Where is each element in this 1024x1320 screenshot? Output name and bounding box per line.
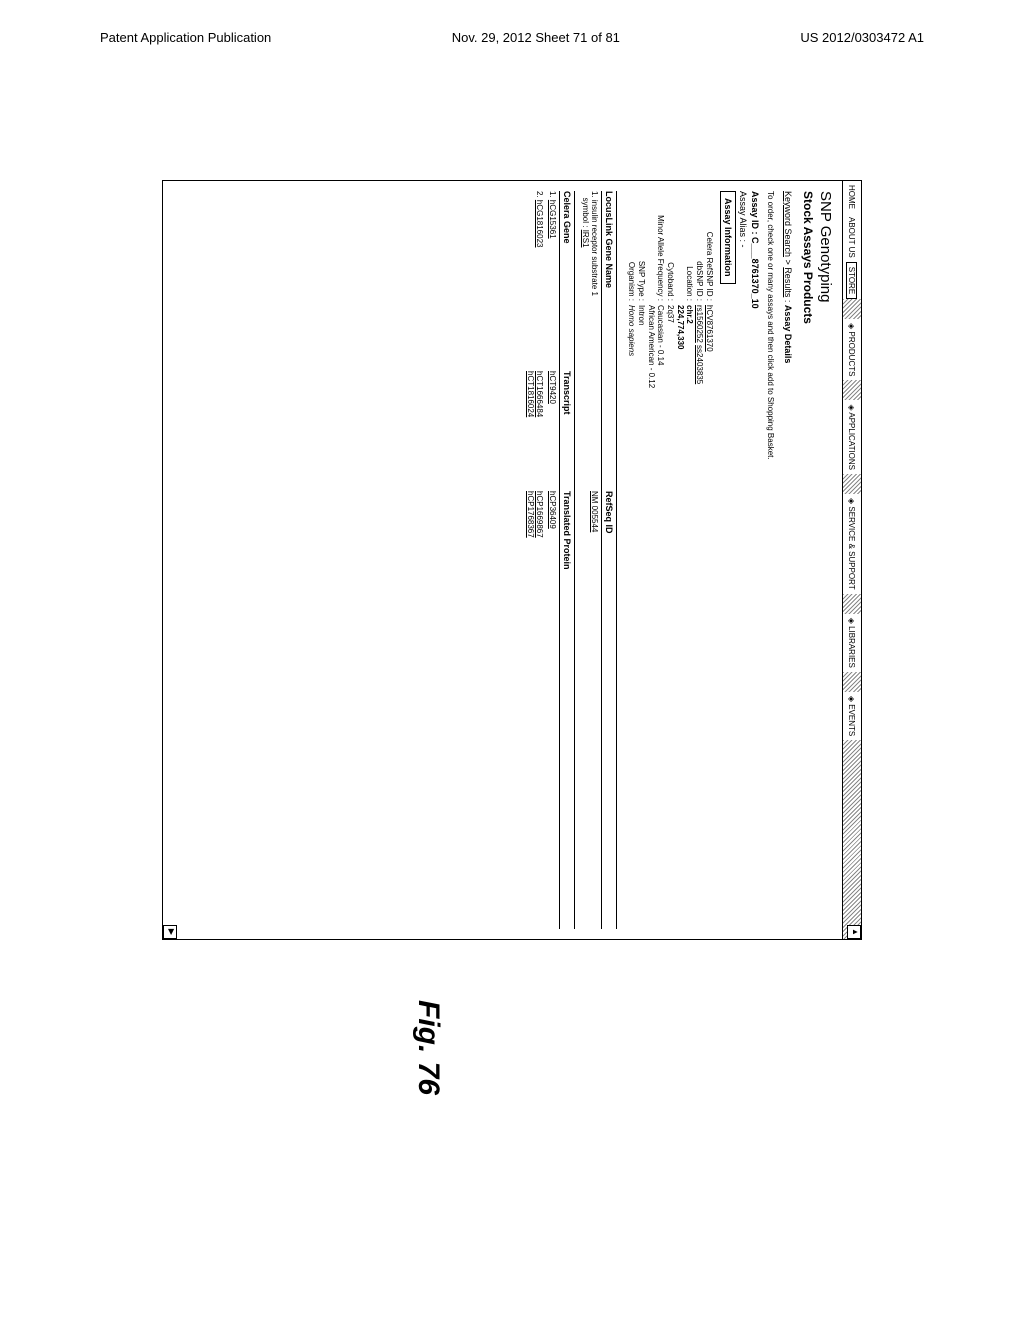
nav-hatch <box>843 672 861 692</box>
assay-id-value: C___8761370_10 <box>750 237 760 309</box>
nav-libraries[interactable]: ◈ LIBRARIES <box>848 614 857 672</box>
page-title: SNP Genotyping <box>817 191 834 929</box>
celera-transcript-link[interactable]: hCT1666484 <box>535 371 544 491</box>
refseq-link[interactable]: NM 005544 <box>590 491 599 532</box>
celera-transcript-link[interactable]: hCT1816024 <box>526 371 535 491</box>
location-chr: chr.2 <box>685 305 694 324</box>
celera-row-num: 2. <box>535 191 544 198</box>
celera-col-protein: Translated Protein <box>562 491 572 611</box>
dbsnp-label: dbSNP ID : <box>695 191 704 305</box>
nav-service[interactable]: ◈ SERVICE & SUPPORT <box>848 494 857 594</box>
assay-alias-value: - <box>738 245 748 248</box>
assay-id-label: Assay ID : <box>750 191 760 235</box>
assay-alias-label: Assay Alias : <box>738 191 748 242</box>
nav-about[interactable]: ABOUT US <box>848 213 857 262</box>
organism-label: Organism : <box>627 191 636 305</box>
celera-protein-link[interactable]: hCP1669867 <box>535 491 544 611</box>
organism-value: Homo sapiens <box>627 305 636 356</box>
celera-row: 2. hCG1816023 hCT1666484 hCT1816024 hCP1… <box>524 191 546 929</box>
nav-hatch <box>843 474 861 494</box>
breadcrumb-keyword-search[interactable]: Keyword Search <box>783 191 793 257</box>
assay-info-table: Celera RefSNP ID : hCV8761370 dbSNP ID :… <box>627 191 714 929</box>
location-pos: 224,774,330 <box>676 305 685 350</box>
scroll-right-button[interactable]: ▶ <box>163 925 177 939</box>
top-nav: HOME ABOUT US STORE ◈ PRODUCTS ◈ APPLICA… <box>842 181 861 939</box>
cytoband-label: Cytoband : <box>666 191 675 305</box>
scroll-up-button[interactable]: ▲ <box>847 925 861 939</box>
celera-col-gene: Celera Gene <box>562 191 572 371</box>
breadcrumb-results[interactable]: Results <box>783 267 793 297</box>
locus-row: 1. insulin receptor substrate 1 symbol :… <box>579 191 601 929</box>
celera-refsnp-link[interactable]: hCV8761370 <box>705 305 714 352</box>
dbsnp-link-b[interactable]: ss2403835 <box>695 345 704 384</box>
location-label: Location : <box>676 191 694 305</box>
assay-info-header: Assay Information <box>720 191 736 284</box>
nav-hatch <box>843 299 861 319</box>
cytoband-value: 2q37 <box>666 305 675 323</box>
assay-id-row: Assay ID : C___8761370_10 <box>750 191 760 929</box>
snp-type-label: SNP Type : <box>637 191 646 305</box>
locus-symbol-label: symbol : <box>581 198 590 228</box>
nav-hatch <box>843 594 861 614</box>
locus-gene-name: insulin receptor substrate 1 <box>590 200 599 296</box>
snp-type-value: Intron <box>637 305 646 325</box>
main-content: SNP Genotyping Stock Assays Products Key… <box>518 181 842 939</box>
locus-col-blank <box>604 371 614 491</box>
celera-refsnp-label: Celera RefSNP ID : <box>705 191 714 305</box>
header-left: Patent Application Publication <box>100 30 271 45</box>
browser-window: ▲ HOME ABOUT US STORE ◈ PRODUCTS ◈ APPLI… <box>162 180 862 940</box>
figure-label: Fig. 76 <box>411 1000 445 1095</box>
page-subtitle: Stock Assays Products <box>801 191 815 929</box>
locus-col-refseq: RefSeq ID <box>604 491 614 611</box>
celera-row: 1. hCG15361 hCT9420 hCP36409 <box>546 191 559 929</box>
header-right: US 2012/0303472 A1 <box>800 30 924 45</box>
celera-gene-link[interactable]: hCG15361 <box>548 200 557 239</box>
order-instruction: To order, check one or many assays and t… <box>766 191 775 929</box>
locus-col-name: LocusLink Gene Name <box>604 191 614 371</box>
locus-symbol-link[interactable]: IRS1 <box>581 230 590 248</box>
maf-caucasian: Caucasian - 0.14 <box>656 305 665 365</box>
locus-row-num: 1. <box>590 191 599 198</box>
patent-page-header: Patent Application Publication Nov. 29, … <box>0 0 1024 55</box>
assay-alias-row: Assay Alias : - <box>738 191 748 929</box>
maf-label: Minor Allele Frequency : <box>647 191 665 305</box>
locuslink-header: LocusLink Gene Name RefSeq ID <box>601 191 617 929</box>
maf-african-american: African American - 0.12 <box>647 305 656 388</box>
celera-transcript-link[interactable]: hCT9420 <box>548 371 557 404</box>
nav-hatch <box>843 380 861 400</box>
nav-products[interactable]: ◈ PRODUCTS <box>848 319 857 380</box>
nav-applications[interactable]: ◈ APPLICATIONS <box>848 400 857 474</box>
breadcrumb-current: Assay Details <box>783 305 793 364</box>
nav-events[interactable]: ◈ EVENTS <box>848 692 857 740</box>
celera-gene-header: Celera Gene Transcript Translated Protei… <box>559 191 575 929</box>
breadcrumb: Keyword Search > Results : Assay Details <box>783 191 793 929</box>
nav-store[interactable]: STORE <box>847 262 858 299</box>
nav-home[interactable]: HOME <box>848 181 857 213</box>
celera-col-transcript: Transcript <box>562 371 572 491</box>
celera-protein-link[interactable]: hCP36409 <box>548 491 557 529</box>
header-center: Nov. 29, 2012 Sheet 71 of 81 <box>452 30 620 45</box>
celera-row-num: 1. <box>548 191 557 198</box>
celera-gene-link[interactable]: hCG1816023 <box>535 200 544 248</box>
celera-protein-link[interactable]: hCP1768367 <box>526 491 535 611</box>
nav-hatch <box>843 740 861 939</box>
dbsnp-link-a[interactable]: rs1560252 <box>695 305 704 343</box>
